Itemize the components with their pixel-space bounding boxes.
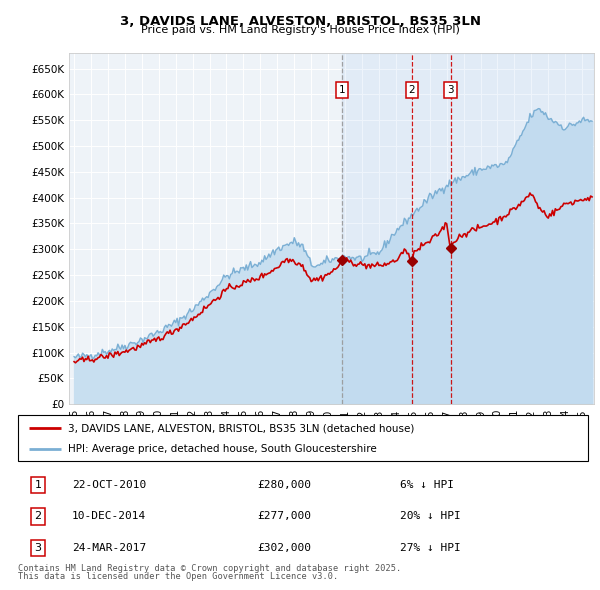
Text: 6% ↓ HPI: 6% ↓ HPI xyxy=(400,480,454,490)
Text: 27% ↓ HPI: 27% ↓ HPI xyxy=(400,543,461,553)
Text: HPI: Average price, detached house, South Gloucestershire: HPI: Average price, detached house, Sout… xyxy=(68,444,377,454)
Text: Contains HM Land Registry data © Crown copyright and database right 2025.: Contains HM Land Registry data © Crown c… xyxy=(18,564,401,573)
Text: 3, DAVIDS LANE, ALVESTON, BRISTOL, BS35 3LN (detached house): 3, DAVIDS LANE, ALVESTON, BRISTOL, BS35 … xyxy=(68,423,415,433)
Text: 3: 3 xyxy=(34,543,41,553)
Text: 10-DEC-2014: 10-DEC-2014 xyxy=(72,512,146,522)
Text: 1: 1 xyxy=(338,85,345,95)
Text: £302,000: £302,000 xyxy=(257,543,311,553)
Text: 24-MAR-2017: 24-MAR-2017 xyxy=(72,543,146,553)
Text: Price paid vs. HM Land Registry's House Price Index (HPI): Price paid vs. HM Land Registry's House … xyxy=(140,25,460,35)
Bar xyxy=(342,53,594,404)
Text: 2: 2 xyxy=(409,85,415,95)
Text: 22-OCT-2010: 22-OCT-2010 xyxy=(72,480,146,490)
Text: This data is licensed under the Open Government Licence v3.0.: This data is licensed under the Open Gov… xyxy=(18,572,338,581)
Text: 3: 3 xyxy=(447,85,454,95)
Text: £277,000: £277,000 xyxy=(257,512,311,522)
Text: 3, DAVIDS LANE, ALVESTON, BRISTOL, BS35 3LN: 3, DAVIDS LANE, ALVESTON, BRISTOL, BS35 … xyxy=(119,15,481,28)
Text: 1: 1 xyxy=(34,480,41,490)
Text: 2: 2 xyxy=(34,512,41,522)
Text: £280,000: £280,000 xyxy=(257,480,311,490)
FancyBboxPatch shape xyxy=(18,415,588,461)
Text: 20% ↓ HPI: 20% ↓ HPI xyxy=(400,512,461,522)
